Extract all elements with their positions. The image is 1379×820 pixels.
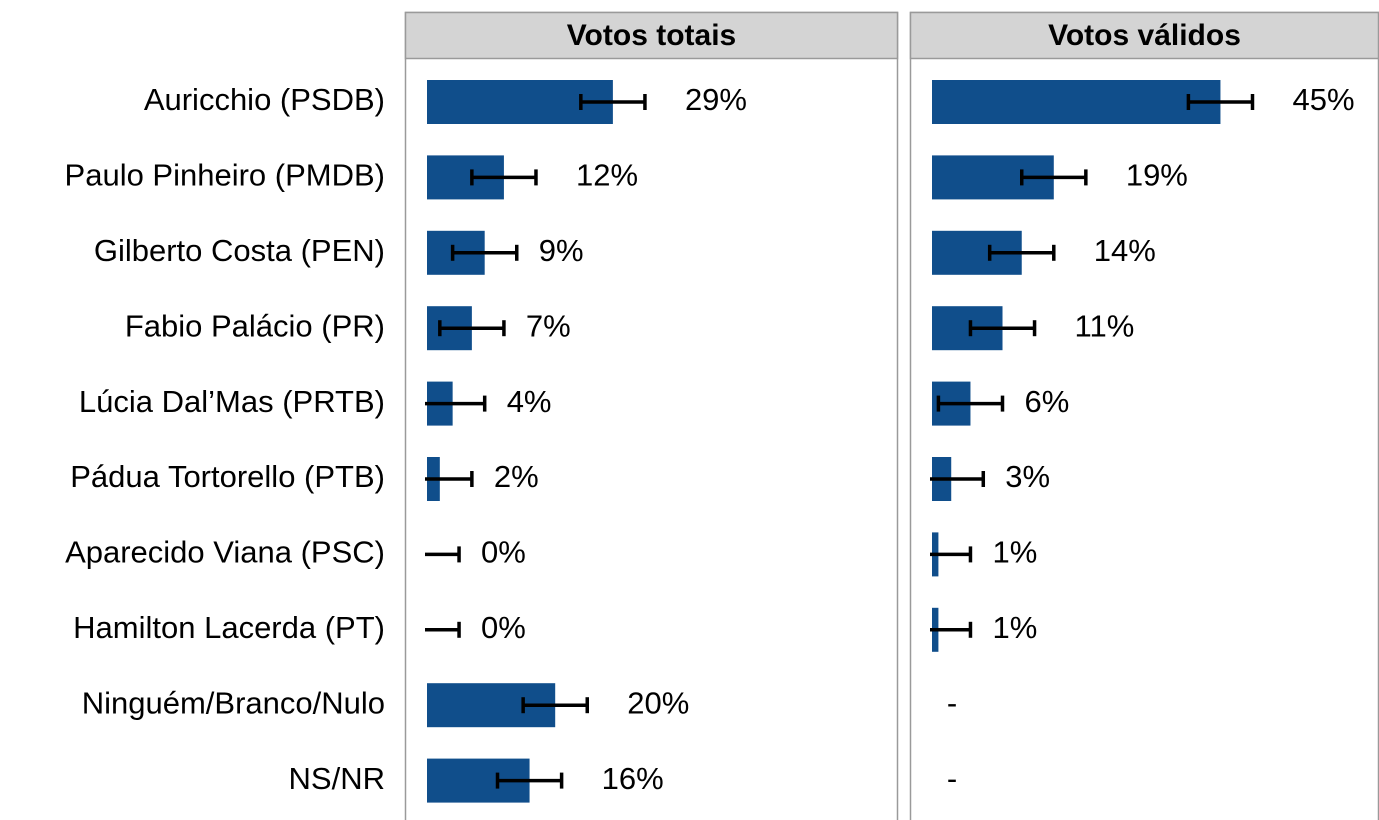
error-bar: [425, 395, 487, 412]
value-label: -: [947, 761, 957, 796]
error-bar: [495, 772, 564, 789]
panel-header: [404, 11, 899, 60]
value-label: 7%: [526, 308, 571, 343]
value-label: 11%: [1075, 308, 1135, 343]
panel-frame: [909, 11, 1379, 820]
category-label: NS/NR: [289, 761, 385, 796]
error-bar: [987, 244, 1056, 261]
error-bar: [936, 395, 1005, 412]
error-bar: [470, 169, 538, 186]
value-label: 9%: [539, 233, 584, 268]
error-bar: [425, 546, 461, 563]
error-bar: [1019, 169, 1088, 186]
category-label: Ninguém/Branco/Nulo: [82, 685, 385, 720]
error-bar: [521, 697, 589, 714]
value-label: 16%: [602, 761, 664, 796]
category-label: Aparecido Viana (PSC): [65, 535, 385, 570]
panel-header: [909, 11, 1379, 60]
value-label: 19%: [1126, 158, 1188, 193]
panel-title: Votos válidos: [1048, 19, 1241, 52]
error-bar: [930, 621, 973, 638]
value-label: 2%: [494, 459, 539, 494]
bars: [425, 80, 647, 803]
value-label: 6%: [1025, 384, 1070, 419]
value-label: 20%: [627, 685, 689, 720]
category-label: Paulo Pinheiro (PMDB): [65, 158, 385, 193]
value-label: -: [947, 685, 957, 720]
bar: [932, 80, 1221, 124]
error-bar: [425, 621, 461, 638]
error-bar: [930, 471, 986, 487]
value-label: 3%: [1005, 459, 1050, 494]
value-label: 1%: [992, 535, 1037, 570]
value-label: 4%: [507, 384, 552, 419]
error-bar: [425, 471, 474, 487]
value-label: 0%: [481, 610, 526, 645]
value-label: 29%: [685, 82, 747, 117]
error-bar: [1186, 94, 1255, 110]
category-label: Auricchio (PSDB): [144, 82, 385, 117]
value-label: 45%: [1293, 82, 1355, 117]
error-bar: [930, 546, 973, 563]
value-label: 14%: [1094, 233, 1156, 268]
value-label: 12%: [576, 158, 638, 193]
category-label: Fabio Palácio (PR): [125, 308, 385, 343]
error-bar: [438, 320, 506, 337]
category-label: Pádua Tortorello (PTB): [70, 459, 385, 494]
value-label: 0%: [481, 535, 526, 570]
error-bar: [450, 244, 519, 261]
category-label: Hamilton Lacerda (PT): [73, 610, 385, 645]
panel-title: Votos totais: [567, 19, 736, 52]
error-bar: [579, 94, 647, 110]
error-bar: [968, 320, 1037, 337]
category-label: Gilberto Costa (PEN): [94, 233, 385, 268]
bars: [930, 80, 1255, 652]
value-label: 1%: [992, 610, 1037, 645]
category-label: Lúcia Dal’Mas (PRTB): [79, 384, 385, 419]
